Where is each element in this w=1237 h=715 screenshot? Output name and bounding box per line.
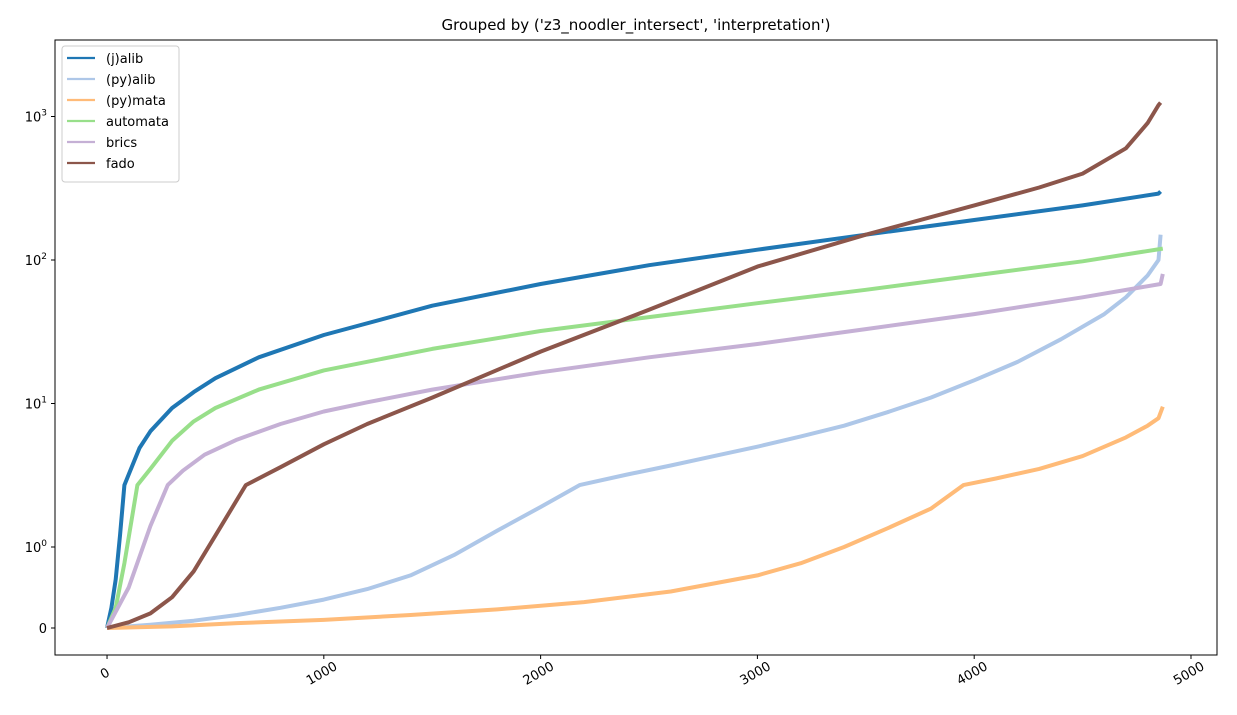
x-tick-label: 5000 xyxy=(1171,659,1207,689)
x-tick-label: 3000 xyxy=(738,659,774,689)
legend-label: fado xyxy=(106,157,135,172)
legend-label: (j)alib xyxy=(106,52,143,67)
series-layer xyxy=(105,101,1165,630)
y-tick-label: 102 xyxy=(25,252,47,269)
plot-frame xyxy=(54,39,1218,656)
series-line-3 xyxy=(105,246,1164,629)
axes-layer: 0 1000 2000 3000 4000 5000 0 100 101 102 103 xyxy=(25,109,1208,689)
legend-label: automata xyxy=(106,115,169,130)
x-tick-label: 1000 xyxy=(304,659,340,689)
legend-label: brics xyxy=(106,136,137,151)
legend-label: (py)alib xyxy=(106,73,156,88)
x-tick-label: 0 xyxy=(98,665,113,682)
series-line-5 xyxy=(106,101,1163,630)
legend: (j)alib (py)alib (py)mata automata brics fado xyxy=(61,45,180,183)
x-tick-label: 4000 xyxy=(954,659,990,689)
legend-label: (py)mata xyxy=(106,94,166,109)
series-line-1 xyxy=(106,234,1163,630)
y-tick-label: 0 xyxy=(39,622,47,637)
series-line-2 xyxy=(106,405,1165,630)
y-tick-label: 101 xyxy=(25,396,47,413)
y-tick-label: 103 xyxy=(25,109,47,126)
chart-title: Grouped by ('z3_noodler_intersect', 'int… xyxy=(442,16,831,35)
series-line-0 xyxy=(105,190,1163,629)
y-tick-label: 100 xyxy=(25,539,48,556)
x-tick-label: 2000 xyxy=(521,659,557,689)
series-line-4 xyxy=(105,273,1165,629)
